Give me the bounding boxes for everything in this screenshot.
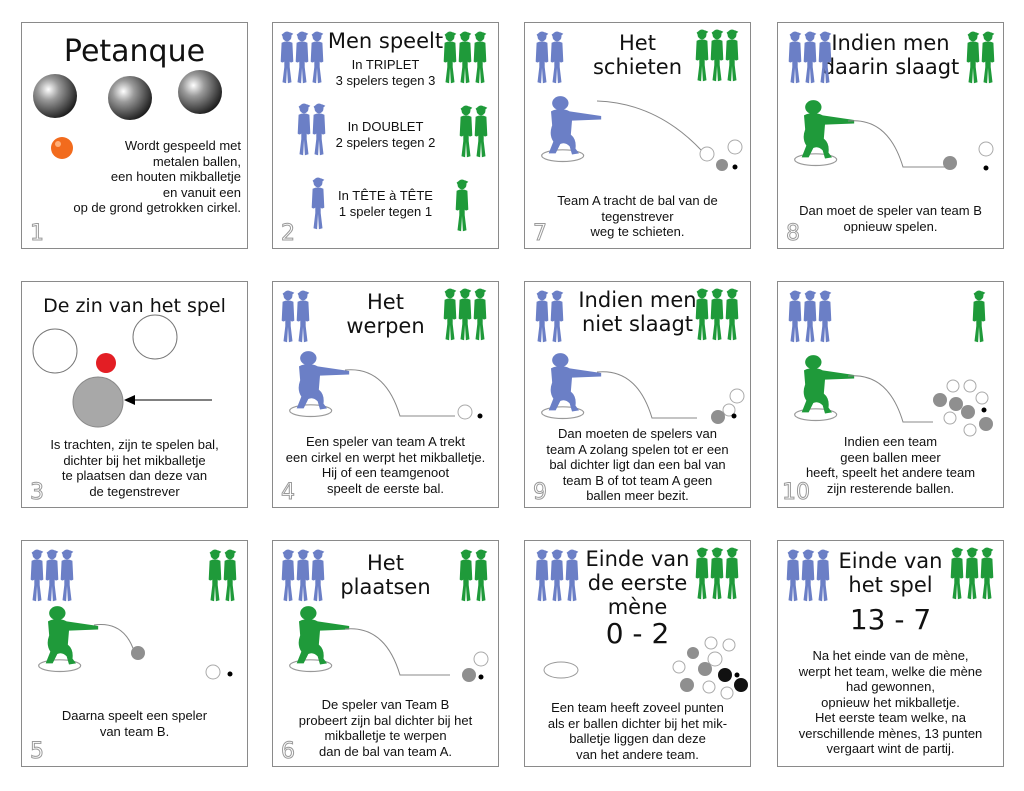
balls-cluster	[699, 139, 743, 171]
team-b-group-icon	[695, 547, 739, 600]
card-9: Indien men niet slaagt Dan moeten de spe…	[524, 281, 751, 508]
team-a-group-icon	[535, 549, 579, 602]
grey-ball	[72, 376, 124, 428]
card-1: Petanque Wordt gespeeld met metalen ball…	[21, 22, 248, 249]
card-text: Na het einde van de mène, werpt het team…	[798, 648, 983, 756]
score: 0 - 2	[605, 617, 670, 650]
throw-arc	[596, 371, 697, 419]
card-2: Men speelt In TRIPLET 3 spelers tegen 3 …	[272, 22, 499, 249]
metal-ball-1	[33, 74, 77, 118]
card-title: Men speelt	[327, 29, 444, 53]
jack-ball	[51, 137, 73, 159]
card-title: Het werpen	[346, 290, 425, 338]
team-a-group-icon	[30, 549, 74, 602]
card-6: Het plaatsen De speler van Team B probee…	[272, 540, 499, 767]
throw-arc	[847, 375, 933, 423]
card-title: Einde van het spel	[838, 549, 943, 597]
card-end-of-game: Einde van het spel 13 - 7 Na het einde v…	[777, 540, 1004, 767]
card-number: 3	[30, 480, 45, 505]
mode-triplet: In TRIPLET	[351, 57, 420, 72]
card-text: Team A tracht de bal van de tegenstrever…	[557, 193, 718, 239]
mode-tete-detail: 1 speler tegen 1	[338, 204, 433, 219]
card-4: Het werpen Een speler van team A trekt e…	[272, 281, 499, 508]
card-title: De zin van het spel	[43, 295, 226, 317]
arrow-icon	[124, 395, 212, 405]
team-b-group-icon	[966, 31, 995, 84]
card-text: Dan moeten de spelers van team A zolang …	[546, 426, 729, 503]
card-8: Indien men daarin slaagt Dan moet de spe…	[777, 22, 1004, 249]
card-title: Indien men daarin slaagt	[821, 31, 960, 79]
ball-outline-2	[132, 314, 178, 360]
card-number: 9	[533, 480, 548, 505]
team-a-group-icon	[535, 290, 564, 343]
card-number: 1	[30, 221, 45, 246]
circle-outline	[543, 661, 579, 679]
balls-cluster	[933, 379, 993, 437]
team-b-group-icon	[950, 547, 994, 600]
team-b-single-icon	[972, 290, 986, 343]
card-number: 4	[281, 480, 296, 505]
balls-cluster	[672, 636, 748, 700]
card-text: De speler van Team B probeert zijn bal d…	[298, 697, 473, 759]
team-b-group-icon	[695, 29, 739, 82]
card-number: 7	[533, 221, 548, 246]
team-b-group-icon	[695, 288, 739, 341]
ball-outline-1	[32, 328, 78, 374]
team-a-group-icon	[535, 31, 564, 84]
card-text: Een speler van team A trekt een cirkel e…	[285, 434, 486, 496]
balls-cluster	[457, 404, 483, 420]
throw-arc	[344, 628, 450, 676]
metal-ball-3	[178, 70, 222, 114]
mode-doublet-detail: 2 spelers tegen 2	[335, 135, 436, 150]
card-number: 6	[281, 739, 296, 764]
team-a-group-icon	[786, 549, 830, 602]
team-b-pair-icon	[208, 549, 237, 602]
throw-arc	[93, 624, 135, 652]
card-text: Dan moet de speler van team B opnieuw sp…	[799, 203, 982, 234]
card-5: Daarna speelt een speler van team B. 5	[21, 540, 248, 767]
card-10: Indien een team geen ballen meer heeft, …	[777, 281, 1004, 508]
team-b-pair-icon	[459, 549, 488, 602]
team-a-group-icon	[281, 290, 310, 343]
team-b-group-icon	[443, 288, 487, 341]
card-text: Een team heeft zoveel punten als er ball…	[547, 700, 728, 762]
score: 13 - 7	[849, 603, 932, 636]
card-7: Het schieten Team A tracht de bal van de…	[524, 22, 751, 249]
throw-arc	[847, 120, 948, 168]
card-number: 8	[786, 221, 801, 246]
metal-ball-2	[108, 76, 152, 120]
mode-tete: In TÊTE à TÊTE	[338, 188, 433, 203]
card-title: Petanque	[63, 34, 206, 69]
throw-arc	[596, 100, 703, 152]
mode-doublet: In DOUBLET	[347, 119, 424, 134]
jack-ball	[96, 353, 116, 373]
card-number: 10	[782, 480, 811, 505]
team-a-group-icon	[281, 549, 325, 602]
card-title: Einde van de eerste mène	[585, 547, 690, 619]
card-end-of-mene: Einde van de eerste mène 0 - 2 Een team …	[524, 540, 751, 767]
card-title: Het schieten	[592, 31, 682, 79]
throw-arc	[344, 369, 455, 417]
balls-cluster	[462, 651, 489, 682]
mode-triplet-detail: 3 spelers tegen 3	[335, 73, 436, 88]
card-number: 2	[281, 221, 296, 246]
card-number: 5	[30, 739, 45, 764]
card-title: Indien men niet slaagt	[578, 288, 697, 336]
team-a-group-icon	[788, 290, 832, 343]
team-a-group-icon	[788, 31, 832, 84]
balls-cluster	[943, 141, 994, 171]
grey-ball	[131, 646, 145, 660]
card-text: Indien een team geen ballen meer heeft, …	[805, 434, 976, 496]
card-text: Is trachten, zijn te spelen bal, dichter…	[50, 437, 219, 499]
card-text: Wordt gespeeld met metalen ballen, een h…	[73, 138, 241, 215]
balls-cluster	[205, 664, 233, 680]
balls-cluster	[711, 388, 745, 424]
card-text: Daarna speelt een speler van team B.	[61, 708, 208, 739]
card-3: De zin van het spel Is trachten, zijn te…	[21, 281, 248, 508]
card-title: Het plaatsen	[340, 551, 431, 599]
